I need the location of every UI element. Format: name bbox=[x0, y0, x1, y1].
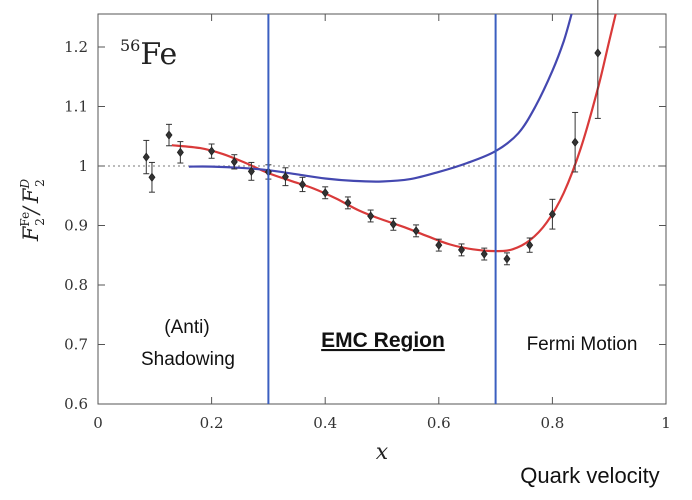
y-tick-label: 1.2 bbox=[64, 38, 88, 56]
data-point bbox=[526, 240, 534, 250]
data-point bbox=[321, 188, 329, 198]
y-tick-label: 0.7 bbox=[64, 336, 88, 354]
y-tick-label: 1.1 bbox=[64, 98, 88, 116]
x-axis-title: x bbox=[376, 440, 389, 465]
y-tick-label: 1 bbox=[78, 157, 88, 175]
x-tick-label: 0.8 bbox=[540, 414, 564, 432]
y-axis-title-num-sub: 2 bbox=[33, 218, 47, 226]
data-point bbox=[412, 226, 420, 236]
nucleus-label: 56Fe bbox=[120, 36, 177, 72]
data-point bbox=[344, 198, 352, 208]
data-point bbox=[548, 209, 556, 219]
y-axis-title: FFe2/FD2 bbox=[18, 178, 47, 242]
y-axis-title-num-sup: Fe bbox=[18, 212, 32, 227]
data-point bbox=[458, 245, 466, 255]
curves-layer bbox=[171, 14, 617, 253]
y-axis-title-den-sup: D bbox=[18, 178, 32, 189]
data-point bbox=[367, 211, 375, 221]
x-tick-label: 0.6 bbox=[427, 414, 451, 432]
y-tick-label: 0.6 bbox=[64, 395, 88, 413]
x-tick-label: 0.2 bbox=[200, 414, 224, 432]
plot-frame bbox=[97, 13, 667, 405]
data-point bbox=[148, 172, 156, 182]
data-point bbox=[594, 48, 602, 58]
y-axis-title-den-sub: 2 bbox=[33, 179, 47, 187]
region-label-emc: EMC Region bbox=[321, 329, 445, 352]
region-label-shadowing-line2: Shadowing bbox=[141, 349, 235, 370]
data-point bbox=[281, 172, 289, 182]
data-point bbox=[503, 254, 511, 264]
data-point bbox=[389, 219, 397, 229]
data-point bbox=[247, 166, 255, 177]
ticks-layer: 0 0.2 0.4 0.6 0.8 1 0.6 0.7 0.8 0.9 1 1.1 1.2 bbox=[64, 14, 671, 432]
data-point bbox=[208, 146, 216, 156]
y-axis-title-num: F bbox=[19, 225, 43, 242]
data-point bbox=[230, 157, 238, 167]
data-point bbox=[176, 147, 184, 157]
data-point bbox=[165, 130, 173, 140]
y-tick-label: 0.9 bbox=[64, 217, 88, 235]
region-label-shadowing-line1: (Anti) bbox=[164, 317, 209, 338]
y-tick-label: 0.8 bbox=[64, 276, 88, 294]
data-point bbox=[298, 179, 306, 190]
data-points-layer bbox=[142, 0, 602, 266]
x-tick-label: 1 bbox=[661, 414, 671, 432]
data-point bbox=[435, 240, 443, 250]
x-tick-label: 0.4 bbox=[313, 414, 337, 432]
quark-velocity-label: Quark velocity bbox=[520, 463, 659, 488]
y-axis-title-den: F bbox=[19, 187, 43, 204]
data-point bbox=[480, 249, 488, 259]
region-label-fermi: Fermi Motion bbox=[527, 334, 638, 355]
x-tick-label: 0 bbox=[93, 414, 103, 432]
nucleus-symbol: Fe bbox=[140, 37, 177, 72]
nucleus-mass-number: 56 bbox=[120, 36, 140, 55]
model-curve-blue bbox=[188, 14, 573, 183]
data-point bbox=[571, 137, 579, 147]
data-point bbox=[142, 152, 150, 162]
region-boundaries-layer bbox=[267, 14, 497, 404]
